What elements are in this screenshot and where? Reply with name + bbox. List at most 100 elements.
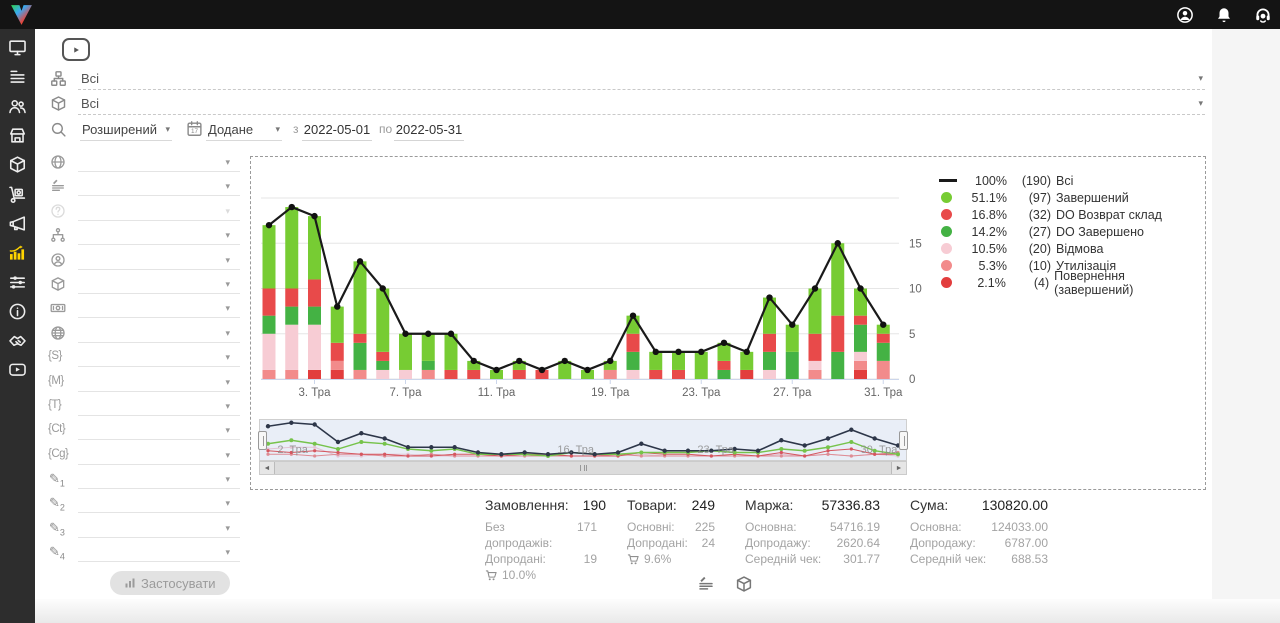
cart-icon (485, 569, 498, 582)
notifications-icon[interactable] (1215, 6, 1233, 24)
account-icon[interactable] (1176, 6, 1194, 24)
sliders-icon (9, 275, 26, 289)
filter-source-select[interactable]: ▾ (78, 322, 240, 343)
listedit-icon (52, 180, 64, 192)
scroll-left-icon[interactable]: ◄ (260, 462, 274, 474)
scroll-right-icon[interactable]: ► (892, 462, 906, 474)
toggle-status-list[interactable] (697, 575, 715, 593)
filter-custom-4-select[interactable]: ▾ (78, 541, 240, 563)
support-icon[interactable] (1254, 6, 1272, 24)
chart-panel: 0 5 10 15 3. Тра 7. Тра 11. Тра 19. Тра 23. Тра 2… (250, 156, 1206, 490)
right-gutter (1212, 29, 1280, 600)
sidebar-item-video[interactable] (0, 355, 35, 384)
filter-manager-select[interactable]: ▾ (78, 249, 240, 270)
filter-s-select[interactable]: ▾ (78, 346, 240, 368)
legend-item-6[interactable]: 2.1% (4) Повернення (завершений) (939, 269, 1205, 297)
sidebar-item-customers[interactable] (0, 92, 35, 121)
video-tutorial-button[interactable] (62, 38, 90, 61)
filter-custom-3-row: ✎3 ▾ (45, 517, 240, 541)
box3d-icon (736, 576, 752, 592)
listedit-icon (699, 576, 713, 590)
sidebar-item-store[interactable] (0, 121, 35, 150)
navigator-right-handle[interactable] (899, 431, 908, 450)
cart-icon (627, 553, 639, 564)
legend-percent: 5.3% (978, 258, 1008, 273)
legend-count: (190) (1021, 173, 1051, 188)
category-tree-icon (50, 70, 67, 87)
app-logo[interactable] (9, 2, 34, 32)
legend-item-3[interactable]: 14.2% (27) DO Завершено (939, 223, 1205, 240)
stat-sub-value: 688.53 (1011, 552, 1048, 566)
date-field-select[interactable]: Додане ▾ (206, 119, 282, 141)
stat-sub-value: 54716.19 (829, 520, 880, 534)
filter-custom-1-select[interactable]: ▾ (78, 468, 240, 490)
filter-cg-select[interactable]: ▾ (78, 444, 240, 465)
navigator-left-handle[interactable] (258, 431, 267, 450)
trolley-icon (9, 186, 26, 203)
sidebar-item-dashboard[interactable] (0, 33, 35, 62)
filter-structure-select[interactable]: ▾ (78, 224, 240, 246)
search-mode-select[interactable]: Розширений ▾ (80, 119, 172, 141)
orders-stacked-chart[interactable]: 0 5 10 15 3. Тра 7. Тра 11. Тра 19. Тра 23. Тра 2… (259, 160, 935, 410)
filter-product-select[interactable]: ▾ (78, 273, 240, 294)
stat-title: Замовлення: (485, 497, 569, 513)
filter-ct-select[interactable]: ▾ (78, 419, 240, 441)
legend-item-0[interactable]: 100% (190) Всі (939, 172, 1205, 189)
megaphone-icon (9, 216, 26, 231)
chart-navigator[interactable]: 2. Тра 16. Тра 23. Тра 30. Тра (258, 419, 908, 461)
filter-t-select[interactable]: ▾ (78, 395, 240, 416)
stat-value: 249 (691, 497, 715, 513)
stat-sub-value: 24 (701, 536, 715, 550)
filter-ct-icon: {Ct} (48, 423, 66, 436)
chart-scrollbar[interactable]: ◄ ► (259, 461, 907, 475)
filter-cg-icon: {Cg} (48, 447, 69, 460)
filter-m-select[interactable]: ▾ (78, 371, 240, 392)
category-select[interactable]: Всі ▾ (78, 68, 1205, 90)
filter-ct-row: {Ct} ▾ (45, 419, 240, 443)
chevron-down-icon: ▾ (225, 474, 230, 485)
date-field-value: Додане (208, 122, 254, 137)
sidebar-item-supply[interactable] (0, 179, 35, 208)
filter-t-row: {T} ▾ (45, 395, 240, 419)
filter-status-list-select[interactable]: ▾ (78, 175, 240, 197)
sidebar-item-partners[interactable] (0, 326, 35, 355)
legend-item-5[interactable]: 5.3% (10) Утилізація (939, 257, 1205, 274)
sidebar-item-info[interactable] (0, 297, 35, 326)
stat-title: Сума: (910, 497, 949, 513)
filter-payment-select[interactable]: ▾ (78, 297, 240, 319)
hierarchy-icon (51, 228, 65, 243)
legend-dot-symbol (939, 209, 963, 220)
account-icon (1177, 6, 1193, 23)
filter-country-select[interactable]: ▾ (78, 151, 240, 172)
legend-label: Завершений (1056, 190, 1129, 205)
apply-button[interactable]: Застосувати (110, 571, 230, 595)
legend-item-2[interactable]: 16.8% (32) DO Возврат склад (939, 206, 1205, 223)
scrollbar-thumb[interactable] (274, 462, 892, 474)
sidebar-item-statistics[interactable] (0, 238, 35, 267)
svg-text:10: 10 (909, 284, 922, 296)
filter-custom-3-select[interactable]: ▾ (78, 517, 240, 538)
chevron-down-icon: ▾ (165, 124, 170, 134)
stat-sub-value: 2620.64 (836, 536, 880, 550)
filter-custom-4-icon: ✎4 (49, 544, 65, 562)
date-from-input[interactable]: 2022-05-01 (302, 119, 372, 141)
legend-item-4[interactable]: 10.5% (20) Відмова (939, 240, 1205, 257)
filter-source-icon (50, 325, 66, 341)
date-to-input[interactable]: 2022-05-31 (394, 119, 464, 141)
legend-line-symbol (939, 179, 963, 182)
toggle-products[interactable] (735, 575, 753, 593)
navigator-selection[interactable] (260, 420, 906, 460)
legend-count: (32) (1028, 207, 1051, 222)
sidebar-item-settings[interactable] (0, 267, 35, 296)
legend-item-1[interactable]: 51.1% (97) Завершений (939, 189, 1205, 206)
sidebar-item-products[interactable] (0, 150, 35, 179)
search-icon (50, 121, 67, 138)
filter-custom-2-select[interactable]: ▾ (78, 492, 240, 514)
product-select[interactable]: Всі ▾ (78, 93, 1205, 115)
sidebar-item-orders[interactable] (0, 62, 35, 91)
package-icon (9, 156, 26, 173)
stat-sub-label: Середній чек: (910, 552, 987, 566)
filter-help-select[interactable]: ▾ (78, 200, 240, 221)
legend-percent: 16.8% (971, 207, 1007, 222)
sidebar-item-marketing[interactable] (0, 209, 35, 238)
